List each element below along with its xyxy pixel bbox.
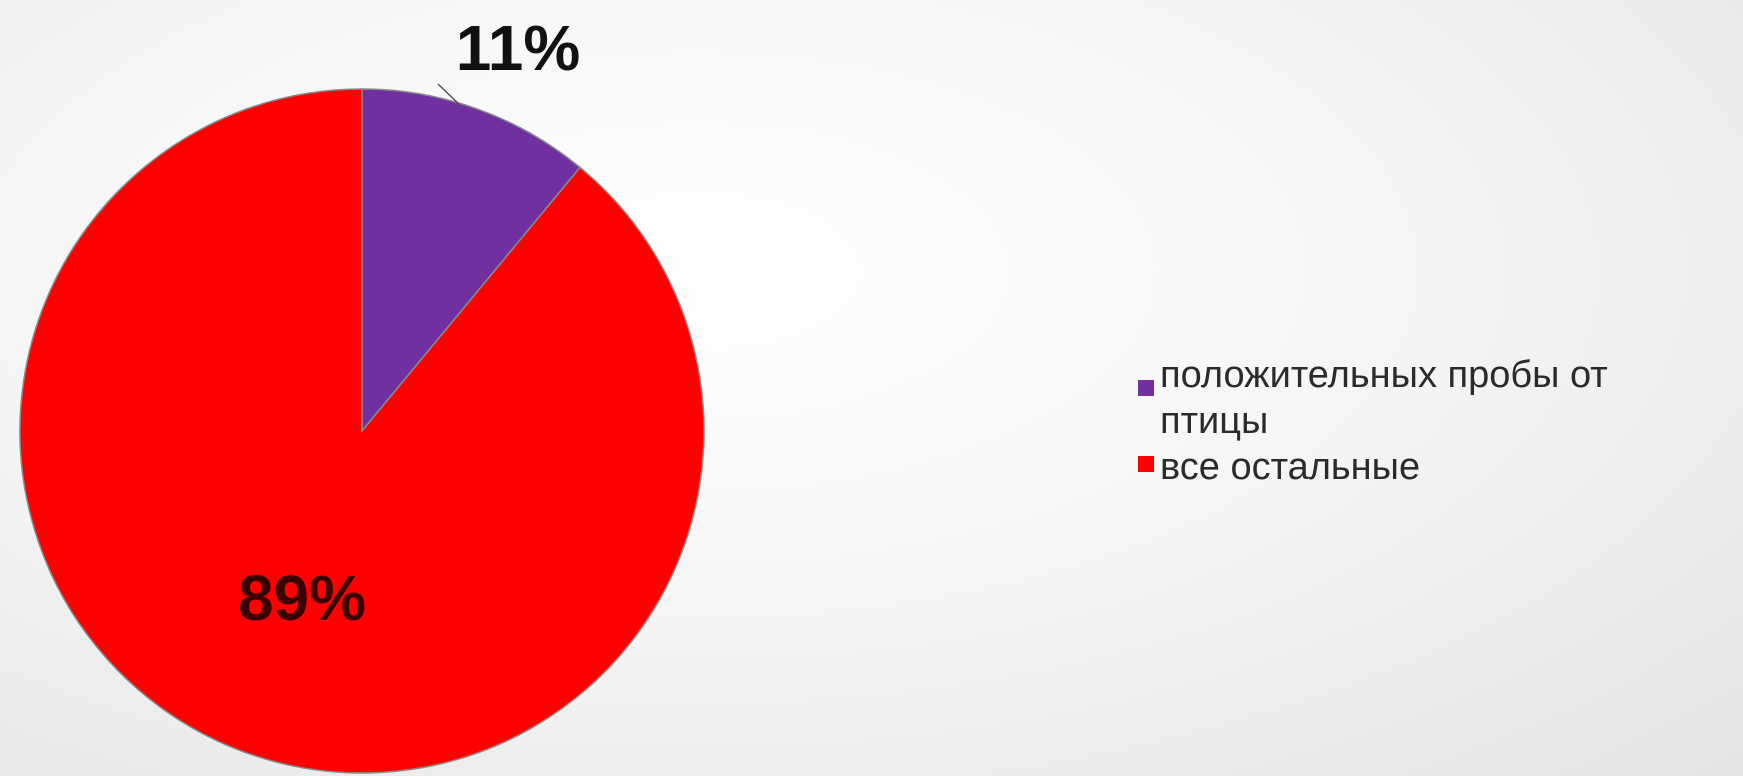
legend-item-others: все остальные (1138, 444, 1738, 490)
pie-slice-positive (361, 88, 582, 434)
pie-slice-others (19, 88, 705, 774)
slice-label-positive: 11% (456, 12, 581, 84)
leader-line (437, 83, 461, 107)
legend-swatch-others (1138, 456, 1154, 472)
legend: положительных пробы от птицы все остальн… (1138, 352, 1738, 490)
legend-item-positive: положительных пробы от птицы (1138, 352, 1738, 444)
pie-chart: 11% 89% (19, 12, 705, 774)
legend-swatch-positive (1138, 380, 1154, 396)
legend-label-others: все остальные (1160, 446, 1421, 488)
legend-label-positive: положительных пробы от птицы (1160, 354, 1608, 442)
slice-label-others: 89% (238, 562, 366, 634)
